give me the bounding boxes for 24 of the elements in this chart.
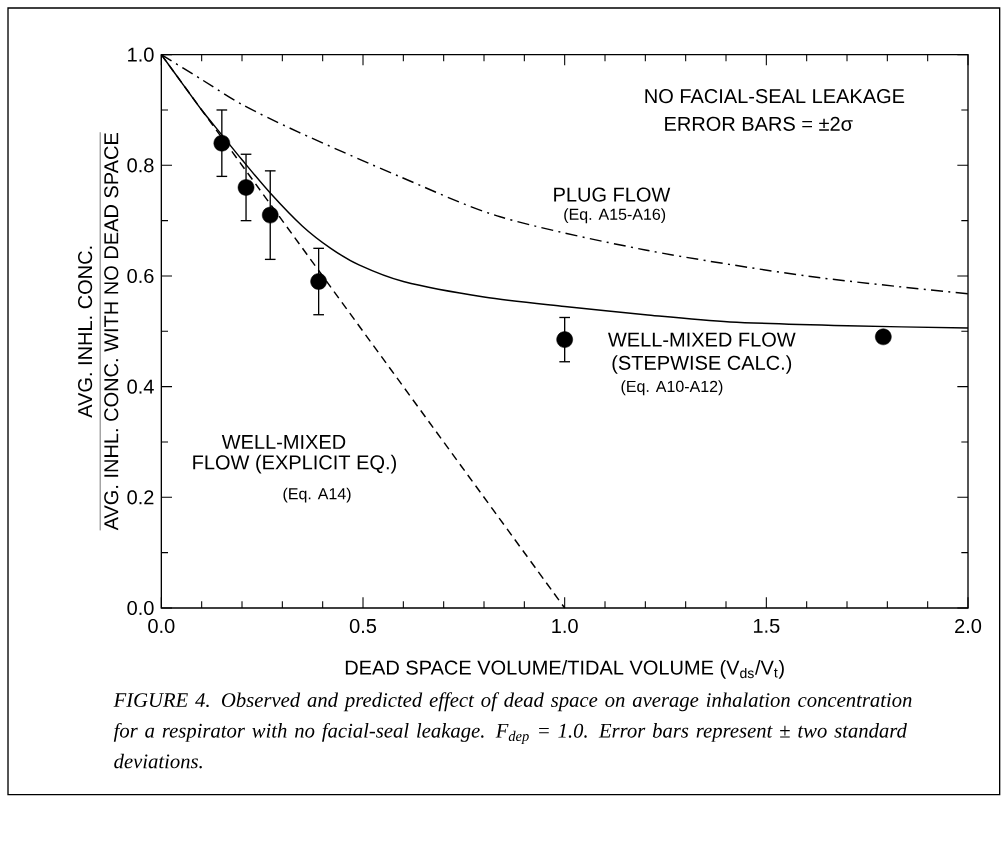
x-tick-label: 2.0 <box>955 618 982 634</box>
annotation: (Eq. A14) <box>283 487 351 503</box>
annotation: WELL-MIXED FLOW <box>607 332 796 347</box>
annotation: NO FACIAL-SEAL LEAKAGE <box>645 89 905 104</box>
x-tick-label: 0.5 <box>349 618 377 634</box>
x-tick-label: 1.5 <box>753 618 780 633</box>
annotation: FLOW (EXPLICIT EQ.) <box>193 454 396 474</box>
annotation: ERROR BARS = ±2σ <box>665 116 853 131</box>
y-tick-label: 0.0 <box>127 600 154 616</box>
x-axis-title: DEAD SPACE VOLUME/TIDAL VOLUME (V$_{ds}$/V$_{t}$) <box>345 660 784 679</box>
annotation: (Eq. A10-A12) <box>621 380 723 396</box>
y-tick-label: 1.0 <box>128 47 154 62</box>
y-tick-label: 0.4 <box>127 379 154 394</box>
y-tick-label: 0.2 <box>127 490 154 505</box>
y-tick-label: 0.6 <box>127 268 154 284</box>
y-axis-title: $\frac{\mbox{AVG. INHL. CONC.}}{\mbox{AVG. INHL. CONC. WITH NO DEAD SPACE}}$ <box>78 132 119 531</box>
text: FIGURE 4. Observed and predicted effect of dead space on average inhalation concentration for a respirator with no facial-seal leakage. F$_{dep}$ = 1.0. Error bars represent ± two standard deviations. <box>113 692 912 769</box>
annotation: (Eq. A15-A16) <box>564 208 666 224</box>
x-tick-label: 1.0 <box>552 618 578 634</box>
y-tick-label: 0.8 <box>127 158 154 173</box>
x-tick-label: 0.0 <box>148 618 175 634</box>
annotation: PLUG FLOW <box>554 187 671 202</box>
annotation: WELL-MIXED <box>221 435 346 449</box>
annotation: (STEPWISE CALC.) <box>612 355 792 374</box>
